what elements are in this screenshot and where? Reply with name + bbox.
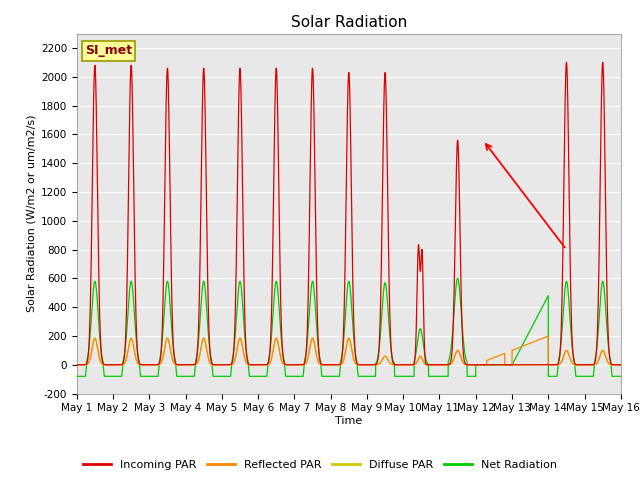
Legend: Incoming PAR, Reflected PAR, Diffuse PAR, Net Radiation: Incoming PAR, Reflected PAR, Diffuse PAR… xyxy=(79,456,561,474)
Y-axis label: Solar Radiation (W/m2 or um/m2/s): Solar Radiation (W/m2 or um/m2/s) xyxy=(27,115,36,312)
X-axis label: Time: Time xyxy=(335,416,362,426)
Text: SI_met: SI_met xyxy=(85,44,132,58)
Title: Solar Radiation: Solar Radiation xyxy=(291,15,407,30)
